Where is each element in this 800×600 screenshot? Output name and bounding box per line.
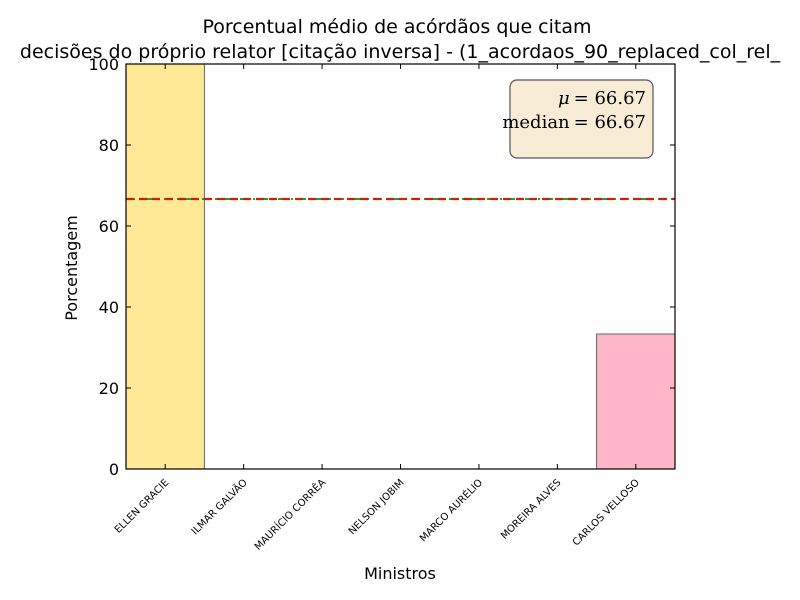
x-tick-label: MAURÍCIO CORRÊA	[251, 476, 328, 553]
stats-box-background	[509, 79, 654, 159]
y-tick-label: 20	[99, 379, 119, 398]
bar	[596, 333, 676, 470]
y-axis-label: Porcentagem	[62, 215, 81, 321]
x-tick-label: NELSON JOBIM	[347, 477, 407, 537]
y-tick-label: 80	[99, 136, 119, 155]
y-tick-label: 60	[99, 217, 119, 236]
x-tick-label: ILMAR GALVÃO	[188, 476, 250, 538]
x-tick-label: MOREIRA ALVES	[499, 477, 563, 541]
y-tick-label: 40	[99, 298, 119, 317]
x-axis-label: Ministros	[364, 564, 436, 583]
x-tick-label: CARLOS VELLOSO	[571, 477, 642, 548]
chart-title-line-1: Porcentual médio de acórdãos que citam	[202, 16, 591, 38]
median-word: median	[502, 112, 570, 133]
chart-title-line-2: decisões do próprio relator [citação inv…	[20, 41, 781, 63]
stats-box: μ = 66.67 median = 66.67	[502, 79, 654, 159]
stats-median-line: median = 66.67	[502, 112, 646, 133]
mean-value: = 66.67	[574, 88, 646, 109]
stats-mean-line: μ = 66.67	[558, 88, 646, 109]
x-tick-label: MARCO AURÉLIO	[417, 476, 486, 545]
bar	[125, 63, 205, 470]
mean-symbol: μ	[558, 88, 570, 109]
y-tick-label: 100	[88, 55, 119, 74]
median-value: = 66.67	[574, 112, 646, 133]
x-tick-label: ELLEN GRACIE	[113, 477, 171, 535]
y-tick-label: 0	[109, 460, 119, 479]
